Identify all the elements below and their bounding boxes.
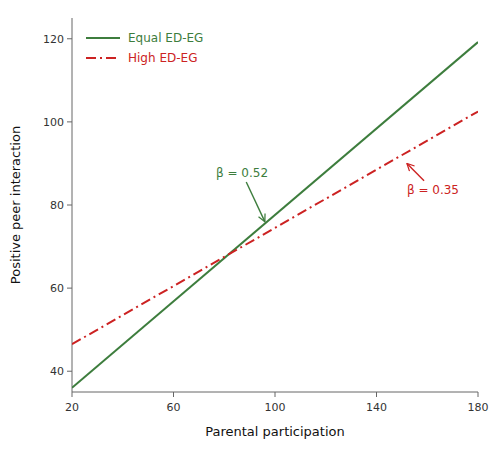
annotation-text: β = 0.35 <box>407 183 459 197</box>
x-tick <box>376 392 377 397</box>
annotation-text: β = 0.52 <box>216 166 268 180</box>
y-tick-label: 40 <box>50 365 64 378</box>
axes: 20 60 100 140 180 40 60 80 100 120 <box>43 18 489 414</box>
chart: 20 60 100 140 180 40 60 80 100 120 Parental partic… <box>0 0 500 450</box>
x-tick <box>72 392 73 397</box>
x-axis-label: Parental participation <box>205 424 344 439</box>
x-tick <box>275 392 276 397</box>
y-tick <box>67 371 72 372</box>
annotation-arrow <box>246 182 265 222</box>
x-tick-label: 60 <box>167 401 181 414</box>
y-tick <box>67 288 72 289</box>
x-tick-label: 100 <box>265 401 286 414</box>
y-tick <box>67 38 72 39</box>
y-tick-label: 80 <box>50 199 64 212</box>
legend-swatch <box>86 37 120 39</box>
x-tick <box>478 392 479 397</box>
x-tick-label: 180 <box>468 401 489 414</box>
series-line <box>72 112 478 345</box>
legend: Equal ED-EG High ED-EG <box>86 31 203 65</box>
x-tick <box>173 392 174 397</box>
x-tick-label: 140 <box>366 401 387 414</box>
plot-area <box>72 42 478 388</box>
legend-label: High ED-EG <box>128 51 197 65</box>
y-axis-label: Positive peer interaction <box>8 126 23 284</box>
legend-item: Equal ED-EG <box>86 31 203 45</box>
annotation-arrow <box>407 163 424 180</box>
annotations: β = 0.52 β = 0.35 <box>216 163 459 221</box>
y-tick-label: 120 <box>43 33 64 46</box>
legend-label: Equal ED-EG <box>128 31 203 45</box>
legend-swatch <box>86 57 120 59</box>
y-tick <box>67 205 72 206</box>
y-tick-label: 100 <box>43 116 64 129</box>
y-tick <box>67 121 72 122</box>
series-line <box>72 42 478 388</box>
x-tick-label: 20 <box>65 401 79 414</box>
legend-item: High ED-EG <box>86 51 197 65</box>
y-tick-label: 60 <box>50 282 64 295</box>
